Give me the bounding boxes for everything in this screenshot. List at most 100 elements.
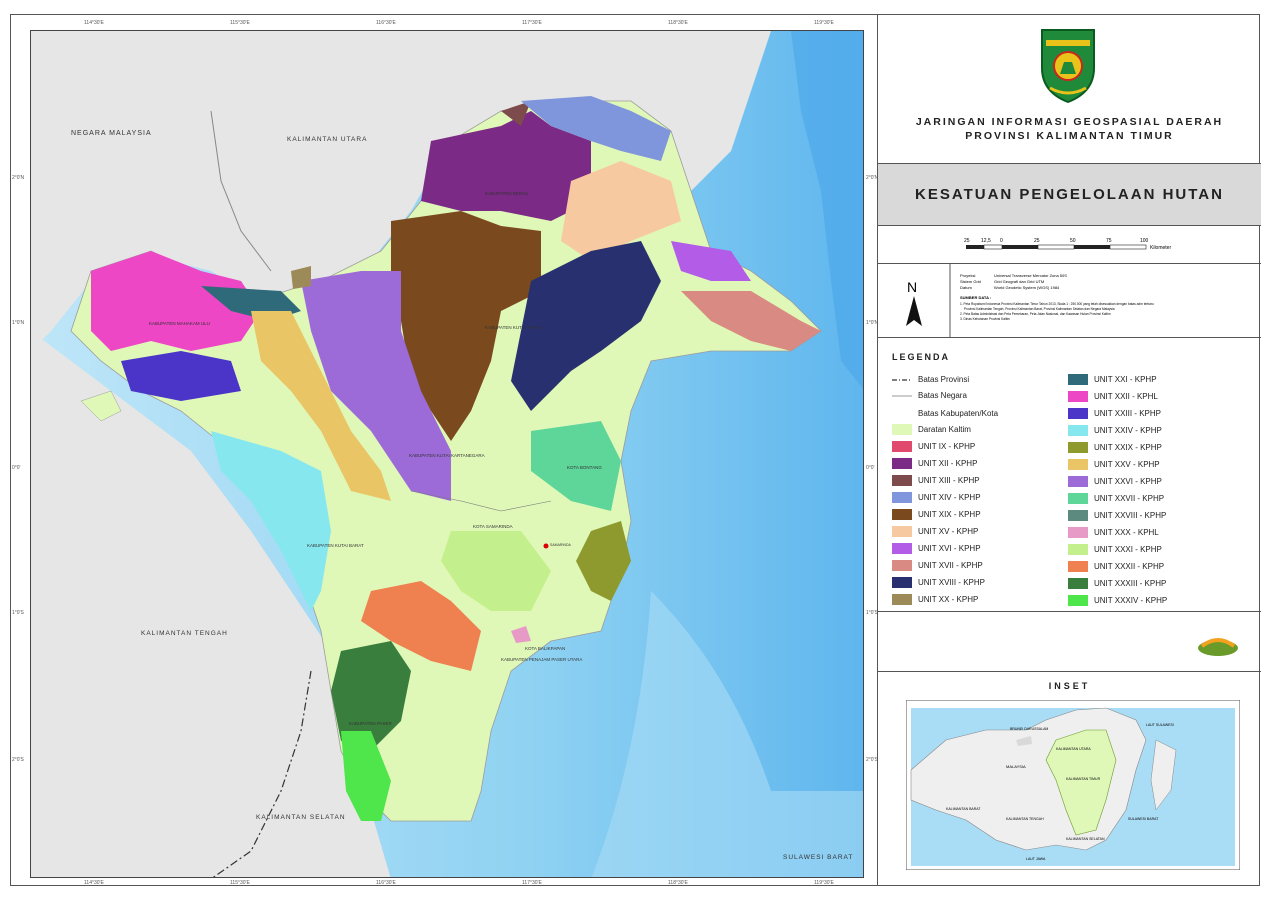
tick-top-5: 118°30'E xyxy=(668,20,688,26)
legend-swatch xyxy=(892,577,912,589)
scale-tick-1: 12,5 xyxy=(981,238,991,244)
grid-label: Sistem Grid xyxy=(960,279,981,284)
inset-sulawesi xyxy=(1150,739,1177,811)
tick-bottom-2: 115°30'E xyxy=(230,880,250,886)
tick-bottom-1: 114°30'E xyxy=(84,880,104,886)
unit-xxvii-area[interactable] xyxy=(531,421,621,511)
metadata-box: N Proyeksi Universal Transverse Mercator… xyxy=(878,264,1261,338)
legend-item-label: UNIT XXII - KPHL xyxy=(1094,392,1158,401)
north-label: N xyxy=(907,279,917,295)
unit-xiv-area[interactable] xyxy=(521,96,671,161)
label-kutim: KABUPATEN KUTAI TIMUR xyxy=(485,325,542,330)
unit-xxix-area[interactable] xyxy=(576,521,631,601)
legend-swatch xyxy=(1068,459,1088,471)
legend-swatch xyxy=(1068,595,1088,607)
legend-swatch xyxy=(1068,493,1088,505)
main-map[interactable]: NEGARA MALAYSIA KALIMANTAN UTARA KALIMAN… xyxy=(30,30,864,878)
inset-title: INSET xyxy=(1048,681,1091,691)
legend-line-provinsi-label: Batas Provinsi xyxy=(918,375,970,384)
unit-xix-area[interactable] xyxy=(391,211,541,441)
legend-swatch xyxy=(1068,374,1088,386)
unit-xvii-area[interactable] xyxy=(681,291,821,351)
legend-swatch xyxy=(892,509,912,521)
unit-xxxi-area[interactable] xyxy=(441,531,551,611)
legend-item: Daratan Kaltim xyxy=(892,424,971,436)
sumber-1: 1. Peta Rupabumi Indonesia Provinsi Kali… xyxy=(960,302,1154,306)
unit-xxvi-area[interactable] xyxy=(301,271,451,501)
label-bontang: KOTA BONTANG xyxy=(567,465,602,470)
grid-value: Grid Geografi dan Grid UTM xyxy=(994,279,1044,284)
legend-item: UNIT XX - KPHP xyxy=(892,594,978,606)
unit-xvi-area[interactable] xyxy=(671,241,751,281)
unit-xxxii-area[interactable] xyxy=(361,581,481,671)
legend-swatch xyxy=(1068,544,1088,556)
legend-item-label: Daratan Kaltim xyxy=(918,425,971,434)
tick-bottom-4: 117°30'E xyxy=(522,880,542,886)
tick-left-2: 1°0'N xyxy=(12,320,25,326)
legend-swatch xyxy=(1068,391,1088,403)
unit-xii-area[interactable] xyxy=(421,111,591,221)
legend-swatch xyxy=(892,543,912,555)
legend-item-label: UNIT IX - KPHP xyxy=(918,442,976,451)
inset-kaltim xyxy=(1045,729,1117,836)
sumber-1b: Provinsi Kalimantan Tengah, Provinsi Kal… xyxy=(964,307,1115,311)
inset-label-kalut: KALIMANTAN UTARA xyxy=(1056,747,1091,751)
legend-item-label: UNIT XIX - KPHP xyxy=(918,510,981,519)
legend-item: UNIT XXIII - KPHP xyxy=(1068,408,1161,420)
unit-xviii-area[interactable] xyxy=(511,241,661,411)
legend-item: UNIT XXXI - KPHP xyxy=(1068,544,1162,556)
unit-xxx-area[interactable] xyxy=(511,626,531,643)
legend-swatch xyxy=(1068,476,1088,488)
map-title-box: KESATUAN PENGELOLAAN HUTAN xyxy=(878,164,1261,226)
label-ppu: KABUPATEN PENAJAM PASER UTARA xyxy=(501,657,582,662)
tick-right-4: 1°0'S xyxy=(866,610,878,616)
inset-label-kaltim: KALIMANTAN TIMUR xyxy=(1066,777,1101,781)
legend-item: UNIT XXVI - KPHP xyxy=(1068,476,1162,488)
unit-xxii-area[interactable] xyxy=(91,251,261,351)
inset-label-kalbar: KALIMANTAN BARAT xyxy=(946,807,981,811)
legend-item-label: UNIT XXI - KPHP xyxy=(1094,375,1157,384)
inset-map[interactable]: BRUNEI DARUSSALAM MALAYSIA KALIMANTAN UT… xyxy=(906,700,1240,870)
dashdot-line-icon xyxy=(892,379,912,381)
legend-swatch xyxy=(892,441,912,453)
label-kalut: KALIMANTAN UTARA xyxy=(287,136,367,143)
unit-xiii-area[interactable] xyxy=(501,101,531,126)
legend-item: UNIT XXII - KPHL xyxy=(1068,391,1158,403)
label-kukar: KABUPATEN KUTAI KARTANEGARA xyxy=(409,453,485,458)
org-header: JARINGAN INFORMASI GEOSPASIAL DAERAH PRO… xyxy=(878,14,1261,164)
legend-item: UNIT XXI - KPHP xyxy=(1068,374,1157,386)
tick-top-4: 117°30'E xyxy=(522,20,542,26)
tick-left-1: 2°0'N xyxy=(12,175,25,181)
scale-tick-6: 100 xyxy=(1140,238,1149,244)
label-kalsel: KALIMANTAN SELATAN xyxy=(256,814,346,821)
legend-line-negara: Batas Negara xyxy=(892,390,967,402)
tick-top-6: 119°30'E xyxy=(814,20,834,26)
unit-xxiv-area[interactable] xyxy=(211,431,331,611)
unit-xxv-area[interactable] xyxy=(251,311,391,501)
scale-tick-4: 50 xyxy=(1070,238,1076,244)
legend-item: UNIT XXX - KPHL xyxy=(1068,527,1159,539)
scale-tick-0: 25 xyxy=(964,238,970,244)
legend-item-label: UNIT XVIII - KPHP xyxy=(918,578,985,587)
tick-right-1: 2°0'N xyxy=(866,175,879,181)
label-berau: KABUPATEN BERAU xyxy=(485,191,528,196)
tick-top-1: 114°30'E xyxy=(84,20,104,26)
legend-swatch xyxy=(1068,408,1088,420)
legend-swatch xyxy=(892,526,912,538)
tick-top-2: 115°30'E xyxy=(230,20,250,26)
unit-xv-area[interactable] xyxy=(561,161,681,261)
unit-xxxiii-area[interactable] xyxy=(331,641,411,751)
unit-xxxiv-area[interactable] xyxy=(341,731,391,821)
legend-item: UNIT XXIV - KPHP xyxy=(1068,425,1162,437)
legend-swatch xyxy=(892,560,912,572)
unit-xxiii-area[interactable] xyxy=(121,351,241,401)
legend-item: UNIT XV - KPHP xyxy=(892,526,978,538)
batas-kab-line xyxy=(410,490,552,512)
legend-item: UNIT XIII - KPHP xyxy=(892,475,980,487)
legend-line-provinsi: Batas Provinsi xyxy=(892,374,969,386)
label-samarinda: KOTA SAMARINDA xyxy=(473,524,513,529)
legend-item-label: UNIT XXX - KPHL xyxy=(1094,528,1159,537)
unit-xx-area[interactable] xyxy=(291,266,311,289)
legend-item-label: UNIT XXXIII - KPHP xyxy=(1094,579,1167,588)
tick-left-5: 2°0'S xyxy=(12,757,24,763)
